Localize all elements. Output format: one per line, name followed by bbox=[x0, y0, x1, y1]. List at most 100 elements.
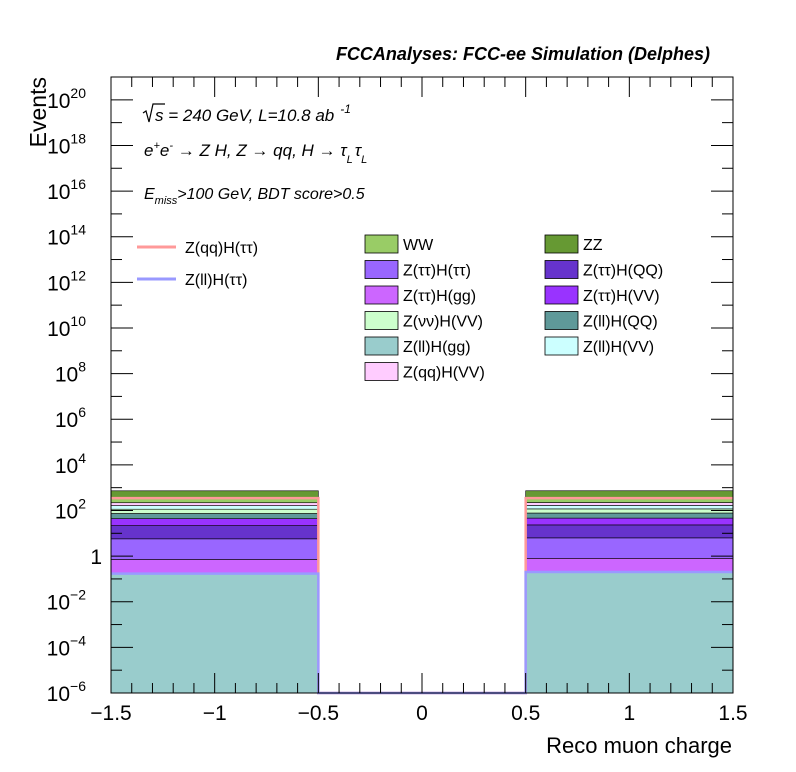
legend-label-z-qq-h-vv: Z(qq)H(VV) bbox=[403, 365, 485, 382]
annotation-energy-text: = 240 GeV, L=10.8 ab bbox=[164, 106, 335, 125]
y-tick-label: 1016 bbox=[47, 176, 86, 204]
legend-swatch-z-h-gg bbox=[364, 285, 399, 305]
y-tick-label: 1018 bbox=[47, 130, 86, 158]
x-tick-label: 1 bbox=[623, 702, 635, 725]
legend-swatch-z-ll-h-qq bbox=[544, 311, 579, 330]
y-tick-label: 108 bbox=[55, 359, 86, 387]
bar-z-h-gg-bin-2 bbox=[525, 558, 734, 573]
legend-label-z-h-vv: Z(ττ)H(VV) bbox=[583, 288, 660, 305]
y-tick-label-base: 10 bbox=[55, 409, 78, 432]
annotation-process-sub2: L bbox=[361, 154, 367, 166]
legend-label-z-h-gg: Z(ττ)H(gg) bbox=[403, 288, 476, 305]
y-tick-label: 1 bbox=[90, 546, 102, 569]
annotation-selection-e: E bbox=[144, 186, 155, 203]
bar-z-h-bin-2 bbox=[525, 537, 734, 559]
y-tick-label-base: 10 bbox=[55, 455, 78, 478]
y-tick-label: 1010 bbox=[47, 313, 86, 341]
y-tick-label-base: 10 bbox=[47, 135, 70, 158]
bar-z-ll-h-qq-bin-0 bbox=[110, 513, 319, 519]
bar-z-h-vv-bin-0 bbox=[110, 518, 319, 526]
annotation-block: s = 240 GeV, L=10.8 ab -1 e+e- → Z H, Z →… bbox=[142, 102, 367, 207]
legend-label-zz: ZZ bbox=[583, 237, 603, 254]
x-axis-label: Reco muon charge bbox=[546, 733, 732, 758]
annotation-energy-lumi: s = 240 GeV, L=10.8 ab -1 bbox=[155, 102, 351, 125]
y-tick-label: 1012 bbox=[47, 267, 86, 295]
annotation-s: s bbox=[155, 106, 164, 125]
legend-swatch-z-h-vv bbox=[544, 285, 579, 305]
legend-label-z-h-vv: Z(νν)H(VV) bbox=[403, 314, 483, 331]
legend: Z(qq)H(ττ) Z(ll)H(ττ) WW ZZ Z(ττ)H(ττ) Z(ττ)H… bbox=[137, 234, 663, 382]
y-tick-label-base: 10 bbox=[55, 364, 78, 387]
bar-z-ll-h-vv-bin-0 bbox=[110, 505, 319, 510]
y-tick-label-base: 10 bbox=[47, 272, 70, 295]
y-tick-label: 10−4 bbox=[47, 632, 87, 660]
legend-label-z-h-qq: Z(ττ)H(QQ) bbox=[583, 263, 663, 280]
annotation-process-tau2: τ bbox=[355, 141, 363, 160]
annotation-process-sub1: L bbox=[347, 154, 353, 166]
y-tick-label: 102 bbox=[55, 495, 86, 523]
y-tick-label-exponent: 6 bbox=[78, 404, 86, 420]
y-tick-label-base: 1 bbox=[90, 546, 102, 569]
x-axis: −1.5 −1 −0.5 0 0.5 1 1.5 Reco muon charge bbox=[90, 77, 748, 758]
y-tick-label: 10−2 bbox=[47, 587, 87, 615]
y-tick-label-base: 10 bbox=[47, 637, 70, 660]
annotation-selection-sub: miss bbox=[155, 195, 178, 207]
annotation-process-e1: e bbox=[144, 141, 153, 160]
bar-z-qq-h-vv-bin-0 bbox=[110, 502, 319, 506]
bar-z-ll-h-qq-bin-2 bbox=[525, 512, 734, 519]
annotation-process-minus: - bbox=[169, 140, 173, 152]
y-tick-label-base: 10 bbox=[47, 318, 70, 341]
y-axis: 10−610−410−21102104106108101010121014101… bbox=[25, 76, 733, 706]
plot-area: 10−610−410−21102104106108101010121014101… bbox=[25, 76, 748, 758]
y-tick-label-base: 10 bbox=[55, 500, 78, 523]
legend-label-z-h: Z(ττ)H(ττ) bbox=[403, 263, 471, 280]
x-tick-label: 1.5 bbox=[718, 702, 747, 725]
legend-swatch-z-ll-h-gg bbox=[364, 336, 399, 356]
y-tick-label: 10−6 bbox=[47, 678, 87, 706]
legend-label-z-ll-h-qq: Z(ll)H(QQ) bbox=[583, 314, 658, 331]
y-tick-label: 106 bbox=[55, 404, 86, 432]
x-tick-label: 0 bbox=[416, 702, 428, 725]
legend-swatch-z-ll-h-vv bbox=[544, 336, 579, 356]
bar-z-h-gg-bin-0 bbox=[110, 559, 319, 574]
x-tick-label: −1.5 bbox=[90, 702, 131, 725]
bar-z-h-bin-0 bbox=[110, 538, 319, 560]
legend-label-z-ll-h: Z(ll)H(ττ) bbox=[185, 272, 247, 289]
y-axis-label: Events bbox=[25, 77, 51, 147]
y-tick-label-base: 10 bbox=[47, 683, 70, 706]
bar-z-ll-h-gg-bin-2 bbox=[525, 571, 734, 694]
bar-z-ll-h-vv-bin-2 bbox=[525, 505, 734, 510]
annotation-selection-text: >100 GeV, BDT score>0.5 bbox=[177, 186, 364, 203]
y-tick-label-exponent: 2 bbox=[78, 495, 86, 511]
legend-swatch-z-h-vv bbox=[364, 311, 399, 330]
bar-z-h-vv-bin-2 bbox=[525, 508, 734, 514]
y-tick-label-base: 10 bbox=[47, 592, 70, 615]
legend-swatch-z-h-qq bbox=[544, 260, 579, 279]
bar-z-h-vv-bin-0 bbox=[110, 508, 319, 514]
x-tick-label: −1 bbox=[203, 702, 227, 725]
y-tick-label-exponent: −4 bbox=[70, 632, 86, 648]
annotation-process: e+e- → Z H, Z → qq, H → τL τL bbox=[144, 140, 367, 166]
bar-z-h-qq-bin-0 bbox=[110, 525, 319, 540]
x-tick-label: −0.5 bbox=[298, 702, 339, 725]
annotation-process-plus: + bbox=[153, 140, 160, 152]
annotation-lumi-exponent: -1 bbox=[340, 102, 351, 116]
y-tick-label-exponent: 8 bbox=[78, 359, 86, 375]
bar-z-h-vv-bin-2 bbox=[525, 517, 734, 526]
y-tick-label-exponent: 4 bbox=[78, 450, 86, 466]
legend-swatch-ww bbox=[364, 234, 399, 254]
y-tick-label-exponent: 16 bbox=[70, 176, 86, 192]
bar-z-qq-h-vv-bin-2 bbox=[525, 502, 734, 506]
legend-swatch-z-qq-h-vv bbox=[364, 362, 399, 381]
legend-label-z-ll-h-gg: Z(ll)H(gg) bbox=[403, 339, 471, 356]
legend-label-z-ll-h-vv: Z(ll)H(VV) bbox=[583, 339, 654, 356]
sqrt-symbol bbox=[142, 103, 165, 123]
y-tick-label-exponent: 10 bbox=[70, 313, 86, 329]
y-tick-label-base: 10 bbox=[47, 227, 70, 250]
y-tick-label: 1014 bbox=[47, 222, 86, 250]
legend-label-z-qq-h: Z(qq)H(ττ) bbox=[185, 240, 258, 257]
bar-z-h-qq-bin-2 bbox=[525, 524, 734, 539]
legend-label-ww: WW bbox=[403, 237, 434, 254]
annotation-process-chain: → Z H, Z → qq, H → bbox=[173, 141, 340, 160]
y-tick-label-base: 10 bbox=[47, 90, 70, 113]
